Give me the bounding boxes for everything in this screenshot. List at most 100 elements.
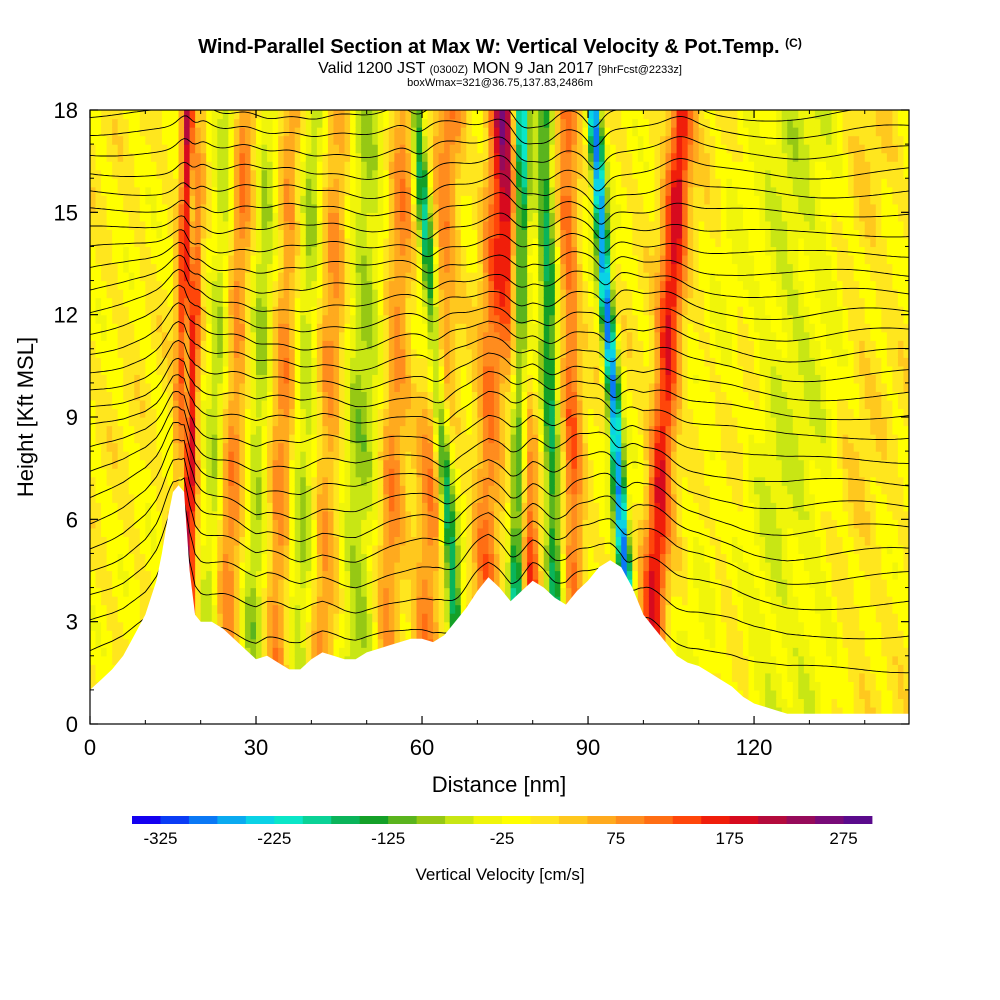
velocity-cell — [471, 544, 478, 555]
velocity-cell — [150, 374, 157, 384]
velocity-cell — [350, 493, 357, 503]
velocity-cell — [95, 161, 102, 171]
velocity-cell — [117, 510, 124, 520]
velocity-cell — [211, 186, 218, 196]
velocity-cell — [206, 289, 213, 299]
velocity-cell — [189, 544, 196, 555]
velocity-cell — [256, 451, 263, 461]
velocity-cell — [267, 314, 274, 324]
velocity-cell — [422, 468, 429, 478]
velocity-cell — [156, 502, 163, 512]
velocity-cell — [438, 374, 445, 384]
velocity-cell — [239, 118, 246, 128]
velocity-cell — [161, 485, 169, 495]
velocity-cell — [117, 374, 124, 384]
velocity-cell — [123, 144, 130, 154]
velocity-cell — [294, 306, 301, 316]
velocity-cell — [316, 391, 324, 401]
velocity-cell — [217, 408, 224, 418]
velocity-cell — [90, 220, 97, 230]
velocity-cell — [410, 596, 418, 606]
velocity-cell — [173, 348, 180, 358]
velocity-cell — [267, 212, 274, 222]
velocity-cell — [333, 544, 340, 555]
velocity-cell — [173, 451, 180, 461]
velocity-cell — [128, 587, 135, 597]
velocity-cell — [322, 357, 329, 367]
velocity-cell — [316, 587, 324, 597]
velocity-cell — [355, 186, 362, 196]
velocity-cell — [206, 544, 213, 555]
velocity-cell — [261, 195, 268, 205]
velocity-cell — [239, 280, 246, 290]
velocity-cell — [294, 382, 301, 393]
velocity-cell — [333, 289, 340, 299]
velocity-cell — [344, 647, 351, 657]
velocity-cell — [405, 553, 412, 563]
velocity-cell — [444, 246, 451, 256]
velocity-cell — [355, 246, 362, 256]
velocity-cell — [344, 229, 351, 239]
velocity-cell — [200, 246, 207, 256]
velocity-cell — [449, 348, 456, 358]
velocity-cell — [272, 587, 279, 597]
velocity-cell — [416, 604, 423, 614]
velocity-cell — [195, 331, 202, 341]
velocity-cell — [217, 399, 224, 410]
velocity-cell — [377, 519, 384, 529]
velocity-cell — [217, 621, 224, 631]
velocity-cell — [444, 135, 451, 145]
velocity-cell — [134, 425, 141, 435]
velocity-cell — [217, 544, 224, 555]
velocity-cell — [333, 596, 340, 606]
velocity-cell — [394, 246, 401, 256]
velocity-cell — [134, 263, 141, 273]
velocity-cell — [377, 152, 384, 162]
velocity-cell — [128, 408, 135, 418]
velocity-cell — [261, 357, 268, 367]
velocity-cell — [134, 621, 141, 631]
velocity-cell — [139, 297, 146, 307]
velocity-cell — [150, 434, 157, 444]
velocity-cell — [377, 220, 384, 230]
velocity-cell — [399, 459, 407, 469]
velocity-cell — [117, 536, 124, 546]
velocity-cell — [289, 451, 296, 461]
velocity-cell — [300, 613, 307, 623]
velocity-cell — [106, 263, 113, 273]
velocity-cell — [123, 254, 130, 265]
velocity-cell — [244, 621, 252, 631]
velocity-cell — [410, 604, 418, 614]
velocity-cell — [327, 553, 335, 563]
velocity-cell — [156, 553, 163, 563]
velocity-cell — [189, 178, 196, 188]
velocity-cell — [460, 408, 467, 418]
velocity-cell — [427, 561, 434, 572]
velocity-cell — [278, 144, 285, 154]
velocity-cell — [455, 152, 462, 162]
velocity-cell — [449, 306, 456, 316]
velocity-cell — [344, 374, 351, 384]
velocity-cell — [106, 468, 113, 478]
velocity-cell — [377, 331, 384, 341]
velocity-cell — [250, 468, 257, 478]
velocity-cell — [438, 127, 445, 137]
velocity-cell — [300, 527, 307, 537]
velocity-cell — [294, 110, 301, 120]
velocity-cell — [134, 323, 141, 333]
velocity-cell — [422, 186, 429, 196]
velocity-cell — [372, 357, 379, 367]
velocity-cell — [106, 169, 113, 179]
velocity-cell — [106, 152, 113, 162]
velocity-cell — [361, 348, 368, 358]
velocity-cell — [206, 365, 213, 375]
velocity-cell — [327, 502, 335, 512]
velocity-cell — [327, 195, 335, 205]
velocity-cell — [339, 399, 346, 410]
velocity-cell — [455, 237, 462, 248]
velocity-cell — [256, 527, 263, 537]
velocity-cell — [233, 596, 241, 606]
velocity-cell — [433, 570, 440, 580]
velocity-cell — [433, 451, 440, 461]
